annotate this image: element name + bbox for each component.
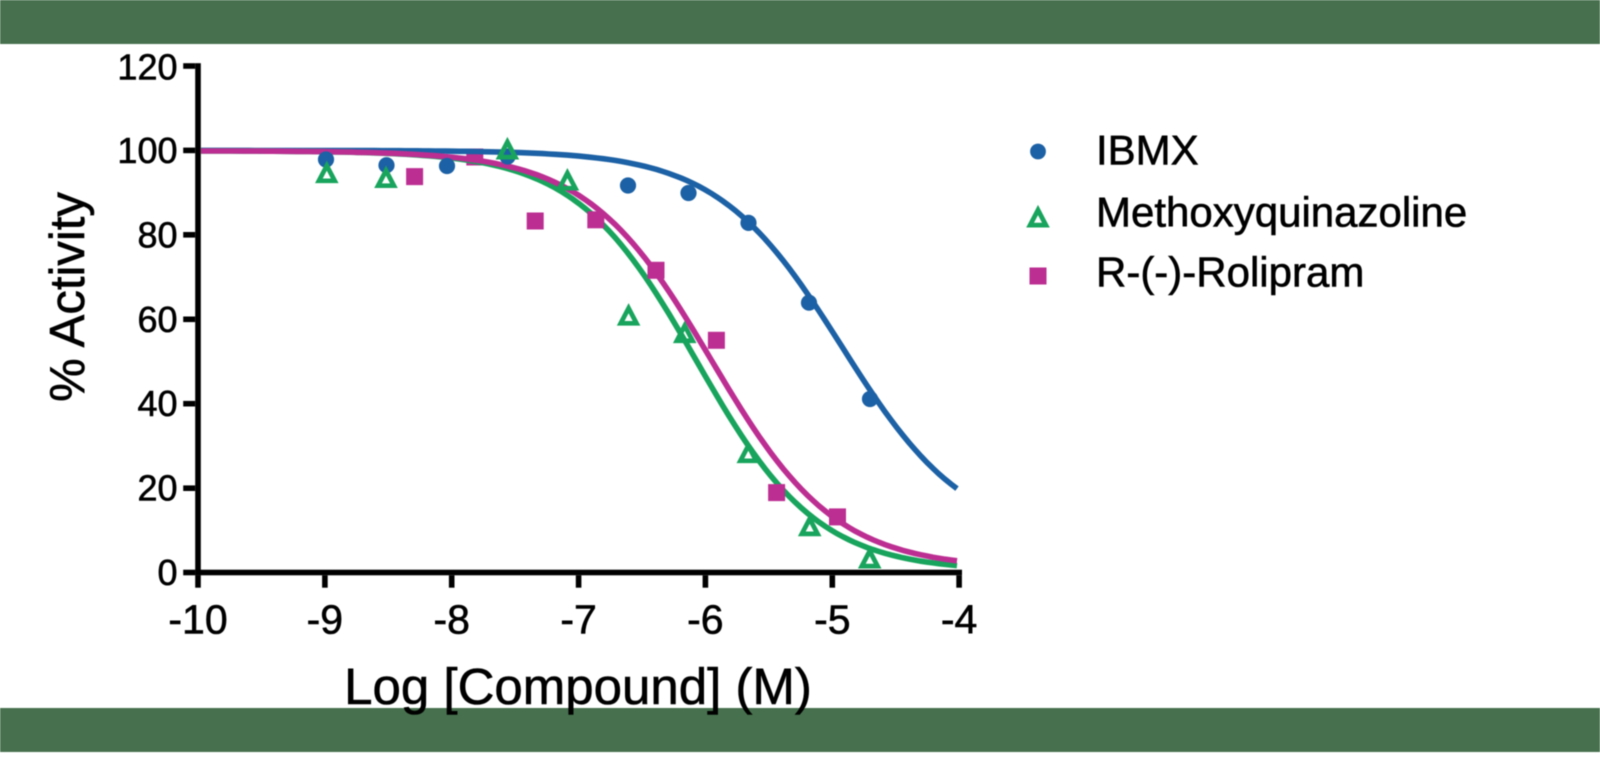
svg-text:-10: -10	[168, 597, 227, 643]
svg-text:R-(-)-Rolipram: R-(-)-Rolipram	[1096, 249, 1364, 296]
svg-text:Methoxyquinazoline: Methoxyquinazoline	[1096, 189, 1467, 236]
svg-text:IBMX: IBMX	[1096, 127, 1199, 174]
svg-text:Log [Compound] (M): Log [Compound] (M)	[344, 658, 812, 715]
svg-text:20: 20	[137, 468, 177, 509]
svg-text:-6: -6	[687, 597, 723, 643]
svg-text:120: 120	[117, 47, 177, 88]
svg-text:% Activity: % Activity	[41, 192, 95, 402]
svg-text:-4: -4	[941, 597, 977, 643]
svg-text:-5: -5	[814, 597, 850, 643]
svg-text:100: 100	[117, 130, 177, 171]
svg-text:60: 60	[137, 299, 177, 340]
svg-text:-8: -8	[433, 597, 469, 643]
svg-text:80: 80	[137, 214, 177, 255]
svg-text:-9: -9	[307, 597, 343, 643]
svg-text:-7: -7	[560, 597, 596, 643]
svg-text:40: 40	[137, 383, 177, 424]
svg-text:0: 0	[157, 552, 177, 593]
